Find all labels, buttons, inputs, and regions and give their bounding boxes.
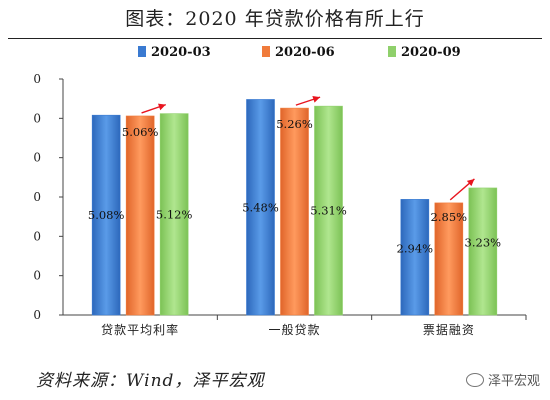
- watermark-text: 泽平宏观: [487, 374, 540, 389]
- y-tick-label: 0: [33, 308, 41, 322]
- data-label: 2.85%: [431, 210, 468, 224]
- legend-label: 2020-09: [401, 45, 461, 60]
- legend-label: 2020-06: [275, 45, 335, 60]
- legend-swatch-2020-03: [138, 46, 146, 57]
- watermark: 泽平宏观: [465, 370, 540, 389]
- chart-title: 图表：2020 年贷款价格有所上行: [125, 8, 425, 30]
- data-label: 5.31%: [310, 204, 347, 218]
- y-tick-label: 0: [33, 111, 41, 125]
- bar-2020-03-1: [91, 114, 121, 316]
- source-note: 资料来源：Wind，泽平宏观: [36, 371, 265, 391]
- y-tick-label: 0: [33, 151, 41, 165]
- trend-arrow-head: [466, 178, 475, 187]
- data-label: 5.26%: [276, 117, 313, 131]
- wechat-icon: [465, 372, 484, 387]
- bar-2020-09-2: [314, 105, 343, 316]
- data-label: 3.23%: [465, 235, 502, 249]
- y-tick-label: 0: [33, 269, 41, 283]
- trend-arrow-head: [312, 96, 321, 103]
- bar-2020-06-3: [434, 202, 464, 316]
- data-label: 5.12%: [156, 207, 193, 221]
- y-tick-label: 0: [33, 190, 41, 204]
- bar-2020-09-3: [468, 187, 498, 316]
- y-tick-label: 0: [33, 229, 41, 243]
- x-tick-label: 票据融资: [423, 323, 475, 337]
- x-tick-label: 贷款平均利率: [101, 322, 179, 337]
- legend-swatch-2020-09: [388, 46, 396, 57]
- legend-label: 2020-03: [151, 45, 211, 60]
- bar-2020-06-1: [125, 115, 155, 316]
- x-tick-label: 一般贷款: [268, 322, 320, 337]
- bar-2020-03-2: [246, 99, 275, 316]
- legend-swatch-2020-06: [262, 46, 270, 57]
- data-label: 5.08%: [88, 208, 125, 222]
- data-label: 5.48%: [242, 201, 279, 215]
- data-label: 5.06%: [122, 125, 159, 139]
- bar-2020-06-2: [280, 107, 309, 316]
- trend-arrow-head: [158, 103, 166, 111]
- bar-2020-09-1: [159, 113, 189, 316]
- data-label: 2.94%: [397, 242, 434, 256]
- y-tick-label: 0: [33, 72, 41, 86]
- bar-2020-03-3: [400, 199, 430, 316]
- title-divider: [8, 38, 542, 39]
